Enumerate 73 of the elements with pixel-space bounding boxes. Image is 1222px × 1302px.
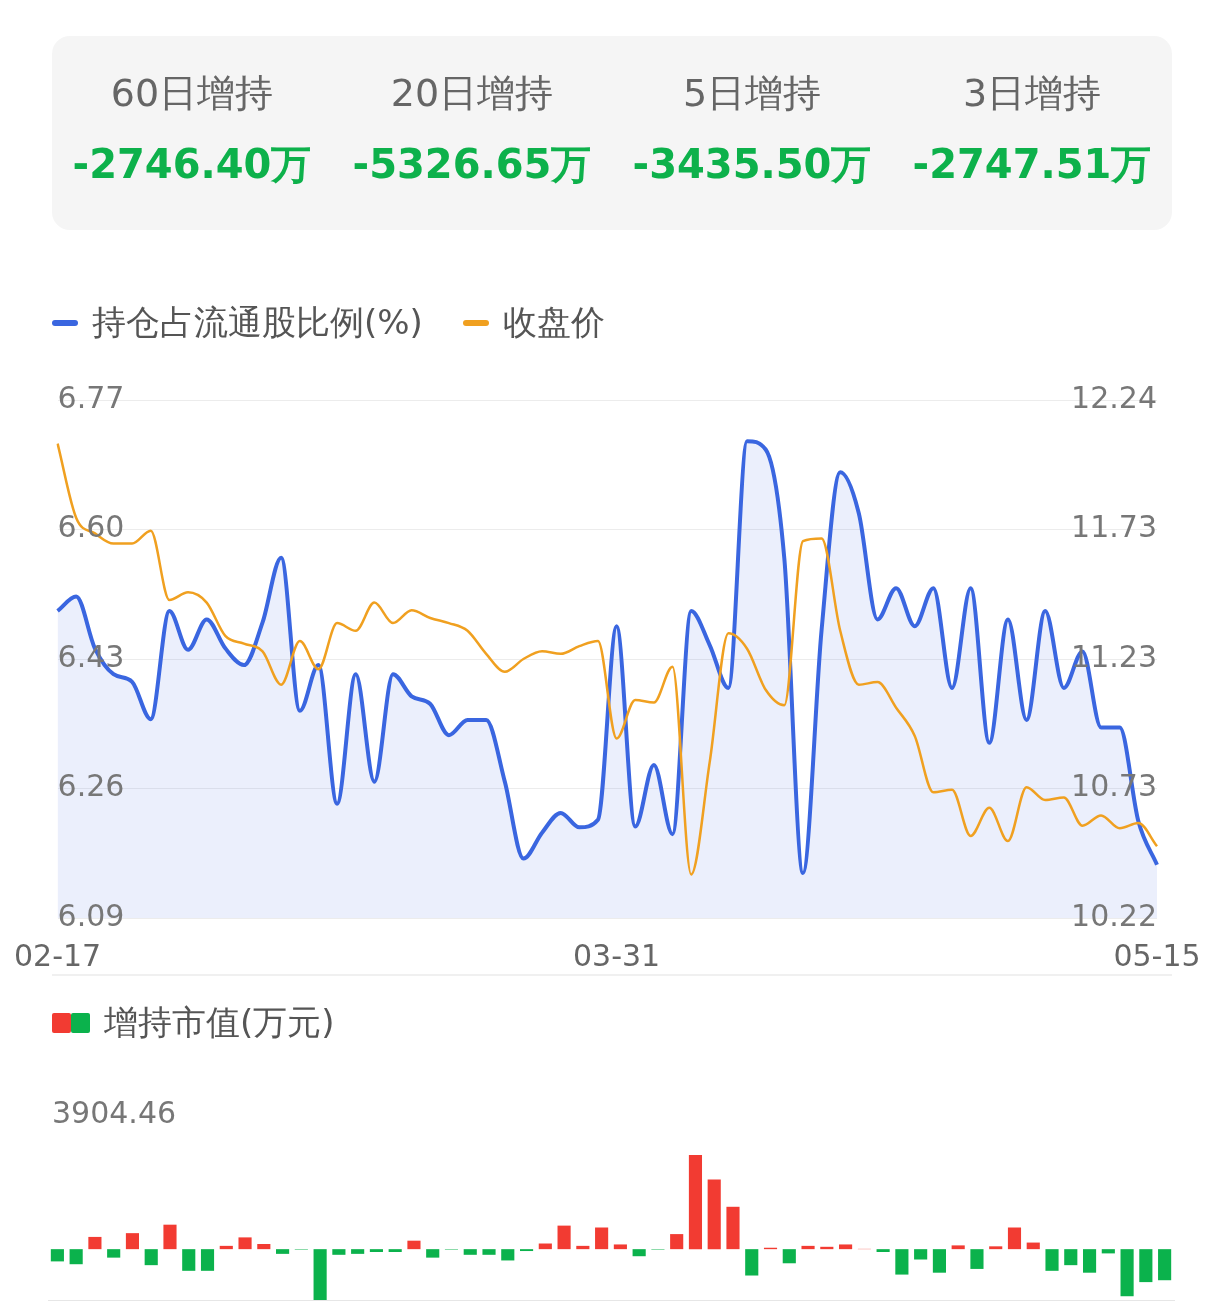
bar [182,1249,196,1271]
bar [595,1227,609,1250]
legend-label: 增持市值(万元) [104,1001,335,1044]
y-tick-label: 6.77 [57,379,125,415]
bar [1064,1249,1078,1266]
bar [463,1249,477,1255]
bar [1026,1242,1040,1250]
bar [88,1236,102,1250]
x-tick-label: 02-17 [13,937,102,973]
text: 3日增持 [961,70,1103,117]
bar [1082,1249,1097,1273]
bar [144,1249,158,1266]
bar [876,1249,890,1252]
bar [557,1225,571,1250]
bar [257,1243,271,1250]
bar [1007,1227,1022,1250]
bar [1158,1249,1172,1281]
bar [125,1233,140,1250]
bar [200,1249,215,1271]
x-tick-label: 05-15 [1113,937,1201,973]
bar [369,1249,383,1252]
bar [426,1249,440,1258]
y2-tick-label: 10.22 [1071,897,1157,933]
bar [163,1224,177,1250]
text: 3904.46 [52,1095,177,1130]
bar [332,1249,346,1255]
bar [501,1249,515,1261]
y2-tick-label: 12.24 [1071,379,1157,415]
bar [407,1240,421,1250]
bar [576,1245,590,1250]
bar [69,1249,83,1265]
bar [482,1249,496,1255]
bar [276,1249,290,1254]
bar [914,1249,928,1260]
bar [745,1249,759,1276]
bar [107,1249,121,1258]
text: -2746.40万 [71,140,313,189]
text: 20日增持 [389,70,555,117]
bar [932,1249,946,1273]
y-tick-label: 6.26 [57,768,125,804]
y-tick-label: 6.09 [57,897,125,933]
bar [688,1155,703,1250]
bar [632,1249,646,1257]
bar [707,1179,721,1250]
bar [1101,1249,1115,1254]
bar [351,1249,365,1254]
legend-label: 收盘价 [502,301,605,344]
bar [782,1249,796,1264]
text: -3435.50万 [631,140,873,189]
y2-tick-label: 11.73 [1071,509,1157,545]
text: 60日增持 [109,70,275,117]
bar [313,1249,327,1300]
bar [801,1245,815,1250]
text: -5326.65万 [351,140,593,189]
text: 5日增持 [681,70,823,117]
bar [839,1244,853,1250]
text: -2747.51万 [911,140,1153,189]
bar [1120,1249,1134,1297]
bar [951,1245,965,1250]
bar [613,1244,627,1250]
bar [970,1249,984,1269]
legend-label: 持仓占流通股比例(%) [92,301,423,344]
bar [388,1249,402,1252]
bar [726,1206,740,1250]
bar [50,1249,64,1262]
x-tick-label: 03-31 [573,937,661,973]
bar [670,1234,684,1250]
bar [989,1246,1003,1250]
bar [1045,1249,1059,1271]
bar [895,1249,909,1275]
bar [238,1237,252,1250]
bar [1139,1249,1153,1283]
bar [219,1245,233,1250]
